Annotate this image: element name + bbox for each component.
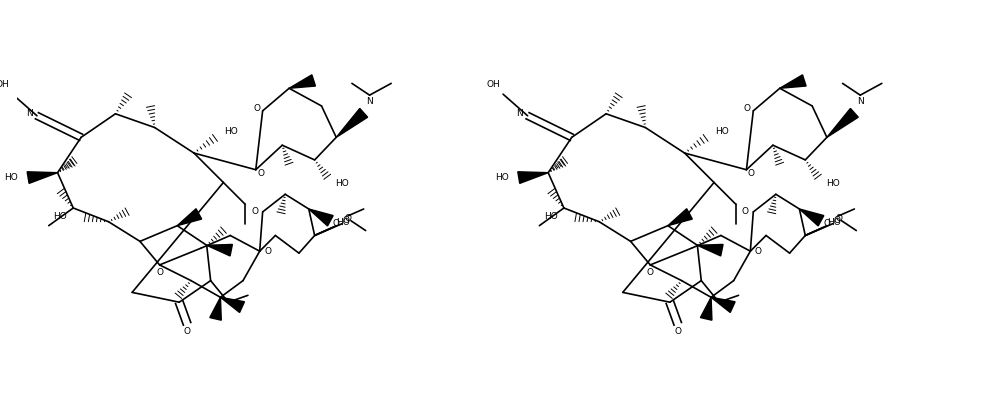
Polygon shape [309, 209, 333, 226]
Text: OH: OH [0, 80, 9, 89]
Text: O: O [156, 268, 163, 277]
Text: O: O [674, 327, 681, 336]
Polygon shape [827, 109, 858, 137]
Text: O: O [742, 208, 749, 216]
Polygon shape [207, 245, 232, 256]
Text: O: O [345, 214, 352, 223]
Text: O: O [833, 216, 840, 225]
Text: O: O [647, 268, 654, 277]
Text: O: O [823, 219, 830, 228]
Text: HO: HO [827, 218, 841, 227]
Polygon shape [780, 75, 806, 88]
Text: O: O [755, 247, 762, 256]
Polygon shape [27, 172, 58, 183]
Text: N: N [516, 109, 523, 118]
Polygon shape [799, 209, 824, 226]
Text: HO: HO [54, 212, 67, 221]
Polygon shape [700, 297, 712, 320]
Polygon shape [336, 109, 368, 137]
Text: O: O [343, 216, 350, 225]
Polygon shape [289, 75, 315, 88]
Text: HO: HO [715, 127, 729, 136]
Polygon shape [210, 297, 221, 320]
Text: O: O [333, 219, 340, 228]
Text: O: O [184, 327, 191, 336]
Text: O: O [253, 104, 260, 114]
Text: O: O [257, 169, 264, 178]
Text: HO: HO [335, 179, 349, 188]
Polygon shape [177, 209, 202, 225]
Text: OH: OH [486, 80, 500, 89]
Text: O: O [835, 214, 842, 223]
Polygon shape [220, 297, 244, 312]
Text: N: N [366, 97, 373, 106]
Text: O: O [744, 104, 751, 114]
Polygon shape [518, 172, 548, 183]
Polygon shape [711, 297, 735, 312]
Text: HO: HO [336, 218, 350, 227]
Text: O: O [251, 208, 258, 216]
Text: O: O [748, 169, 755, 178]
Text: HO: HO [495, 173, 509, 182]
Text: HO: HO [5, 173, 18, 182]
Text: HO: HO [224, 127, 238, 136]
Polygon shape [668, 209, 692, 225]
Text: HO: HO [544, 212, 558, 221]
Polygon shape [697, 245, 723, 256]
Text: HO: HO [826, 179, 840, 188]
Text: N: N [26, 109, 32, 118]
Text: N: N [857, 97, 864, 106]
Text: O: O [264, 247, 271, 256]
